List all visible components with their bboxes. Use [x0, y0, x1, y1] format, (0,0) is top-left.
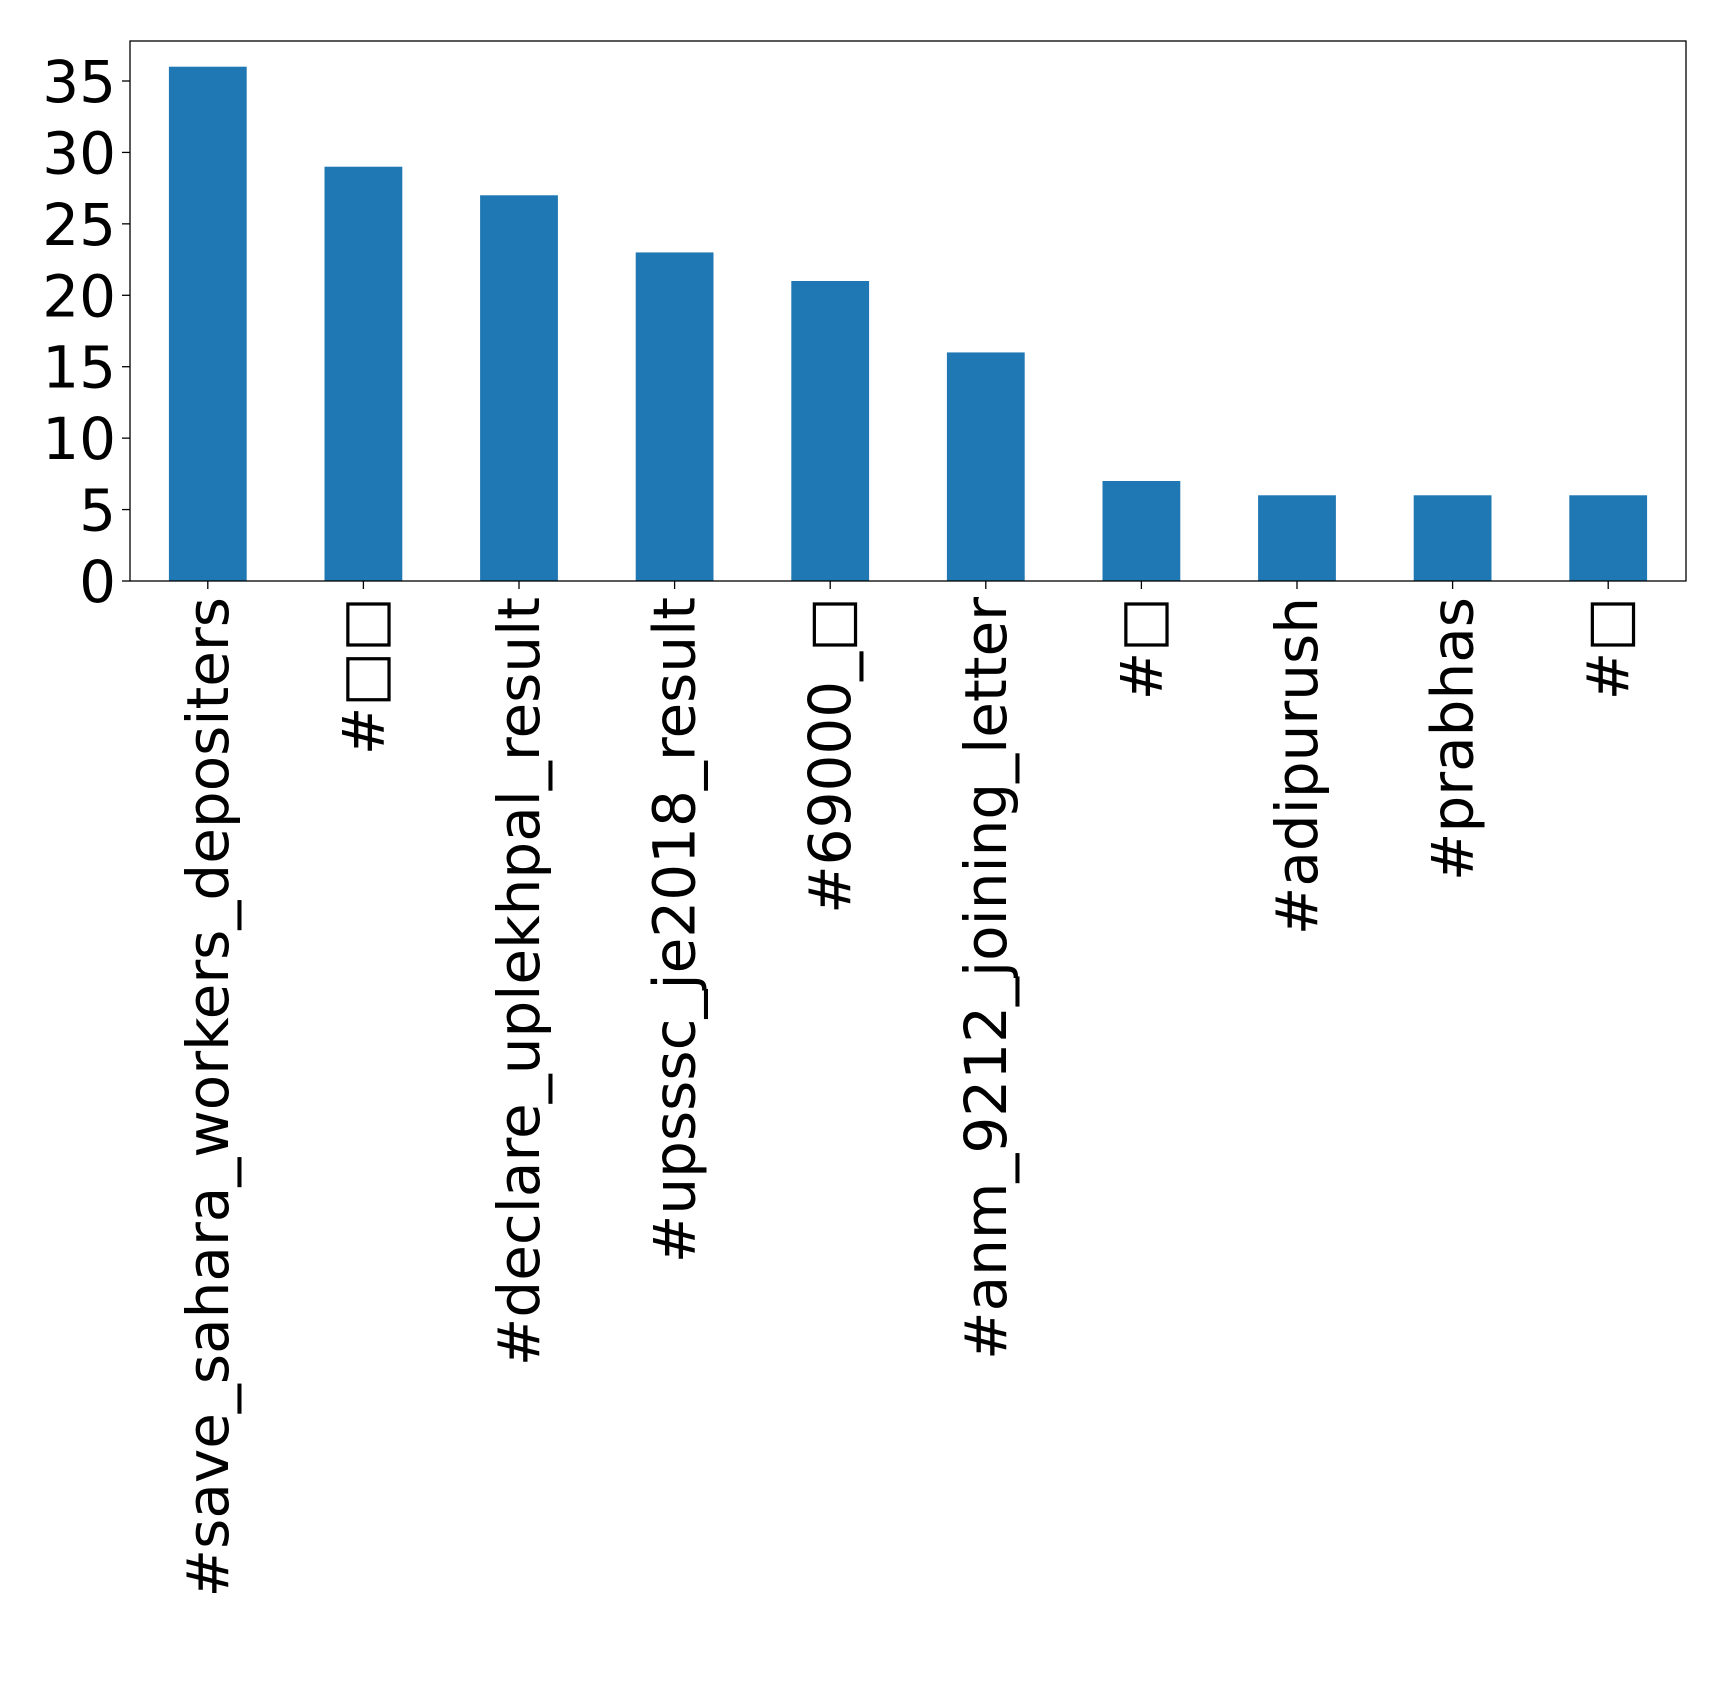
- bar-1: [324, 166, 403, 581]
- x-tick-label-6: #□: [1107, 597, 1175, 700]
- bar-8: [1413, 495, 1492, 581]
- bar-4: [791, 281, 870, 581]
- ticks-layer: #save_sahara_workers_depositers #□□ #decla…: [42, 48, 1642, 1597]
- x-tick-label-1: #□□: [329, 597, 397, 755]
- bar-9: [1569, 495, 1648, 581]
- bar-6: [1102, 481, 1181, 581]
- x-tick-label-9: #□: [1574, 597, 1642, 700]
- bar-0: [168, 66, 247, 581]
- y-tick-label-4: 20: [42, 262, 116, 330]
- x-tick-label-2: #declare_uplekhpal_result: [485, 597, 553, 1366]
- y-tick-label-2: 10: [42, 405, 116, 473]
- bars-layer: [168, 66, 1648, 582]
- y-tick-label-3: 15: [42, 334, 116, 402]
- y-tick-label-0: 0: [79, 548, 116, 616]
- bar-3: [635, 252, 714, 581]
- bar-7: [1258, 495, 1336, 581]
- x-tick-label-7: #adipurush: [1263, 597, 1331, 935]
- x-tick-label-4: #69000_□: [796, 597, 864, 914]
- y-tick-label-7: 35: [42, 48, 116, 116]
- bar-2: [480, 195, 558, 582]
- y-tick-label-5: 25: [42, 191, 116, 259]
- x-tick-label-5: #anm_9212_joining_letter: [952, 597, 1020, 1360]
- y-tick-label-6: 30: [42, 119, 116, 187]
- bar-5: [946, 352, 1025, 581]
- x-tick-label-3: #upsssc_je2018_result: [641, 597, 709, 1263]
- x-tick-label-8: #prabhas: [1419, 597, 1487, 881]
- x-tick-label-0: #save_sahara_workers_depositers: [174, 597, 242, 1597]
- plot-frame: [129, 40, 1687, 582]
- y-tick-label-1: 5: [79, 477, 116, 545]
